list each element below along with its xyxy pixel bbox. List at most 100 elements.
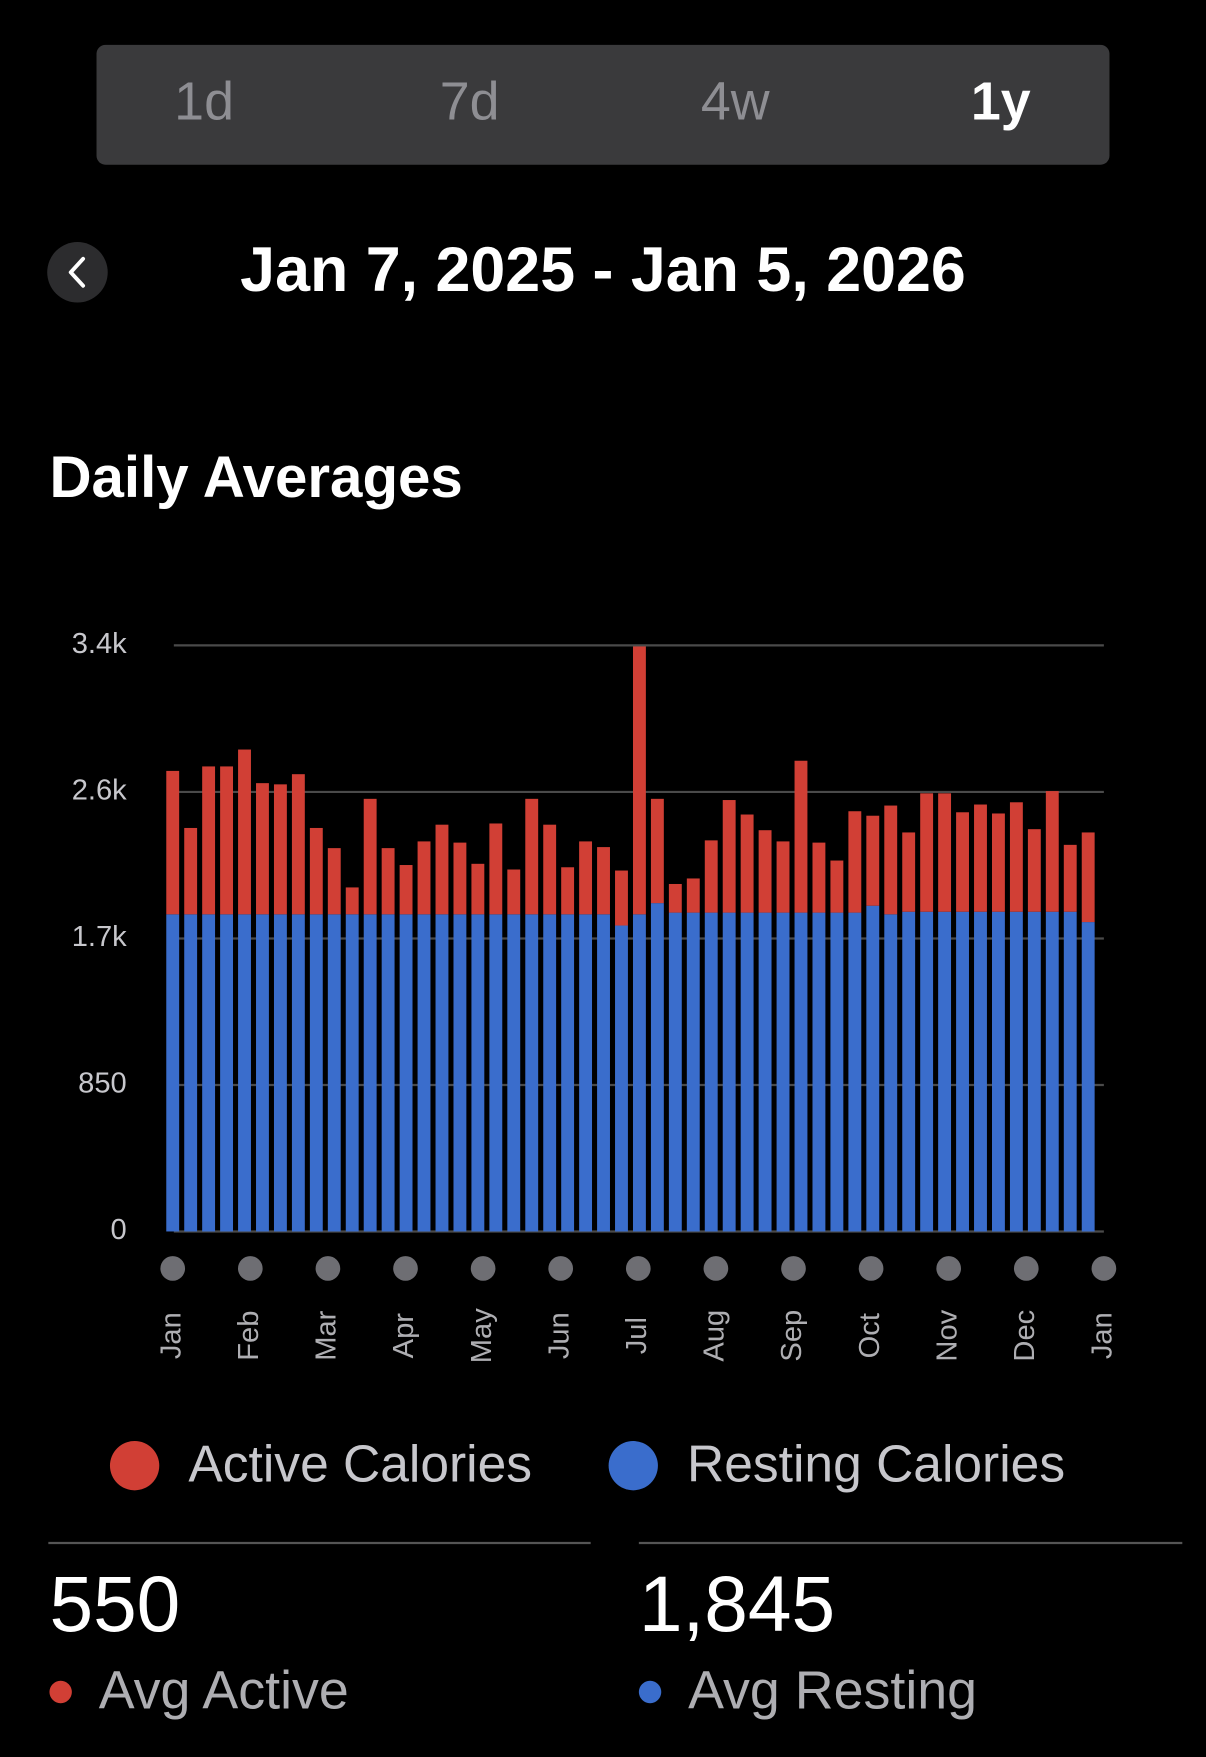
bar-segment <box>938 793 952 912</box>
bar-segment <box>471 914 485 1232</box>
bar-segment <box>1009 911 1023 1232</box>
bar-segment <box>561 914 575 1232</box>
bar-segment <box>291 914 305 1232</box>
x-tick-label: Feb <box>233 1311 265 1361</box>
bar-segment <box>363 914 377 1232</box>
bar-segment <box>489 914 503 1232</box>
stat-value: 550 <box>49 1560 180 1648</box>
bar-segment <box>902 832 916 912</box>
tab[interactable]: 4w <box>701 72 770 132</box>
legend-swatch <box>109 1441 160 1491</box>
legend-label: Active Calories <box>188 1435 532 1493</box>
bar-segment <box>812 912 826 1232</box>
bar-segment <box>1063 911 1077 1232</box>
stat-label: Avg Active <box>99 1660 349 1720</box>
bar-segment <box>381 848 395 915</box>
bar-segment <box>902 911 916 1232</box>
month-dot <box>625 1256 651 1281</box>
bar-segment <box>453 914 467 1232</box>
bar-segment <box>848 811 862 913</box>
y-tick-label: 850 <box>78 1068 127 1100</box>
bar-segment <box>704 912 718 1232</box>
month-dot <box>548 1256 574 1281</box>
stat-dot <box>638 1680 662 1704</box>
month-dot <box>1013 1256 1039 1281</box>
bar-segment <box>291 774 305 915</box>
bar-segment <box>812 842 826 913</box>
chevron-icon <box>68 256 86 288</box>
bar-segment <box>615 925 628 1232</box>
bar-segment <box>740 814 754 913</box>
bar-segment <box>327 848 341 915</box>
month-dot <box>470 1256 496 1281</box>
bar-segment <box>489 823 503 915</box>
bar-segment <box>956 812 969 912</box>
x-tick-label: Jul <box>621 1317 653 1354</box>
bar-segment <box>399 914 413 1232</box>
stat-dot <box>49 1680 72 1704</box>
bar-segment <box>309 827 323 915</box>
x-tick-label: Sep <box>776 1310 808 1362</box>
bar-segment <box>758 830 772 913</box>
y-tick-label: 2.6k <box>72 775 127 807</box>
bar-segment <box>722 912 736 1232</box>
bar-segment <box>686 878 700 913</box>
bar-segment <box>273 914 287 1232</box>
tab[interactable]: 1d <box>174 72 234 132</box>
x-tick-label: Dec <box>1009 1310 1041 1362</box>
bar-segment <box>435 914 449 1232</box>
bar-segment <box>435 824 449 915</box>
bar-segment <box>848 912 862 1232</box>
bar-segment <box>202 914 216 1232</box>
bar-segment <box>1009 802 1023 912</box>
bar-segment <box>794 912 808 1232</box>
bar-segment <box>650 903 664 1232</box>
bar-segment <box>668 912 682 1232</box>
legend-label: Resting Calories <box>687 1435 1065 1493</box>
bar-segment <box>884 805 898 915</box>
bar-segment <box>166 770 180 915</box>
month-dot <box>858 1256 884 1281</box>
bar-segment <box>220 914 234 1232</box>
bar-segment <box>1045 911 1059 1232</box>
bar-segment <box>974 911 987 1232</box>
bar-segment <box>238 914 251 1232</box>
x-tick-label: Jun <box>543 1312 575 1359</box>
bar-segment <box>1027 911 1041 1232</box>
bar-segment <box>184 914 198 1232</box>
bar-segment <box>238 749 251 915</box>
bar-segment <box>758 912 772 1232</box>
bar-segment <box>1027 829 1041 912</box>
bar-segment <box>794 760 808 913</box>
bar-segment <box>686 912 700 1232</box>
bar-segment <box>830 912 844 1232</box>
back-button[interactable] <box>47 242 108 303</box>
bar-segment <box>615 870 628 926</box>
bar-segment <box>381 914 395 1232</box>
month-dot <box>237 1256 263 1281</box>
x-tick-label: Oct <box>854 1313 886 1358</box>
bar-segment <box>543 914 557 1232</box>
bar-segment <box>525 914 539 1232</box>
x-tick-label: Nov <box>931 1309 963 1361</box>
stat-label: Avg Resting <box>688 1660 977 1720</box>
bar-segment <box>920 793 934 912</box>
date-range: Jan 7, 2025 - Jan 5, 2026 <box>240 235 966 305</box>
segmented-control <box>96 44 1110 165</box>
month-dot <box>1091 1256 1117 1281</box>
bar-segment <box>1045 791 1059 912</box>
bar-segment <box>650 798 664 904</box>
bar-segment <box>453 842 467 915</box>
month-dot <box>936 1256 962 1281</box>
bar-segment <box>507 869 521 915</box>
tab[interactable]: 7d <box>440 72 500 132</box>
bar-segment <box>220 766 234 915</box>
month-dot <box>393 1256 418 1281</box>
bar-segment <box>740 912 754 1232</box>
bar-segment <box>166 914 180 1232</box>
x-tick-label: Apr <box>388 1313 420 1359</box>
tab[interactable]: 1y <box>971 72 1031 132</box>
month-dot <box>703 1256 729 1281</box>
bar-segment <box>579 841 593 915</box>
